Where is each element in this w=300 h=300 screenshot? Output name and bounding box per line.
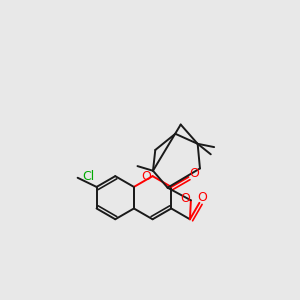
Text: O: O — [189, 167, 199, 180]
Text: O: O — [180, 192, 190, 205]
Text: O: O — [198, 191, 207, 204]
Text: O: O — [142, 170, 152, 183]
Text: Cl: Cl — [82, 170, 94, 184]
